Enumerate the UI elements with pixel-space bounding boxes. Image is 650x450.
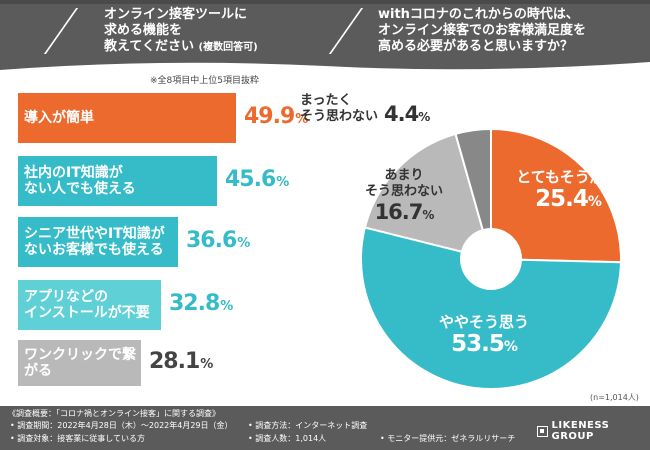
- pie-slice-name: とてもそう思う: [516, 168, 620, 186]
- header-wave: [0, 54, 650, 70]
- pie-slice-value-unit: %: [422, 208, 434, 222]
- pie-slice-name: ややそう思う: [438, 313, 529, 331]
- bar-category-label: 導入が簡単: [24, 110, 94, 126]
- pie-slice-name: まったく そう思わない: [300, 93, 379, 124]
- bar: 社内のIT知識が ない人でも使える: [18, 156, 217, 206]
- question-1-note: (複数回答可): [198, 42, 258, 53]
- pie-slice: [454, 127, 492, 232]
- footer-method: • 調査方法：インターネット調査: [248, 421, 368, 430]
- bar-value-label: 49.9%: [244, 104, 308, 129]
- question-2-line3: 高める必要があると思いますか？: [378, 39, 574, 54]
- bar-category-label: シニア世代やIT知識が ないお客様でも使える: [24, 226, 165, 258]
- bar: シニア世代やIT知識が ないお客様でも使える: [18, 217, 178, 267]
- bar: 導入が簡単: [18, 93, 236, 143]
- bar-value-number: 36.6: [186, 228, 237, 253]
- bar-value-label: 28.1%: [149, 349, 213, 374]
- footer: 《調査概要：「コロナ禍とオンライン接客」に関する調査》 • 調査期間：2022年…: [0, 406, 650, 450]
- pie-slice-value-unit: %: [418, 110, 430, 124]
- pie-slice-label: とてもそう思う 25.4%: [498, 168, 638, 212]
- bar-category-label: ワンクリックで繋がる: [24, 347, 136, 379]
- bar: ワンクリックで繋がる: [18, 340, 141, 386]
- bar-value-unit: %: [276, 175, 289, 190]
- pie-slice-name: あまり そう思わない: [364, 168, 443, 199]
- footer-period: • 調査期間：2022年4月28日（木）〜2022年4月29日（金）: [10, 421, 233, 430]
- question-1-line1: オンライン接客ツールに: [104, 7, 248, 22]
- footer-title: 《調査概要：「コロナ禍とオンライン接客」に関する調査》: [8, 409, 220, 418]
- pie-slice-value: 25.4%: [498, 186, 638, 212]
- pie-slice-label: ややそう思う 53.5%: [414, 313, 554, 357]
- question-1-line3-text: 教えてください: [104, 39, 194, 54]
- question-1: オンライン接客ツールに 求める機能を 教えてください (複数回答可): [104, 7, 258, 56]
- bar-category-label: 社内のIT知識が ない人でも使える: [24, 165, 136, 197]
- bar-value-label: 36.6%: [186, 228, 250, 253]
- bar-category-label: アプリなどの インストールが不要: [24, 289, 150, 321]
- header-strip: [0, 0, 650, 4]
- bar: アプリなどの インストールが不要: [18, 280, 161, 330]
- pie-slice-value-number: 4.4: [384, 102, 419, 126]
- pie-slice: [490, 127, 622, 264]
- company-logo: LIKENESS GROUP: [537, 420, 650, 442]
- bar-value-number: 49.9: [244, 104, 295, 129]
- footer-people: • 調査人数：1,014人: [248, 434, 327, 443]
- bar-value-number: 28.1: [149, 349, 200, 374]
- pie-slice: [360, 226, 622, 390]
- pie-slice: [363, 132, 485, 253]
- sample-size-note: (n=1,014人): [590, 393, 639, 402]
- logo-text: LIKENESS GROUP: [551, 420, 610, 442]
- pie-slice-value: 4.4%: [384, 102, 430, 126]
- pie-slice-value: 53.5%: [414, 331, 554, 357]
- footer-provider: • モニター提供元：ゼネラルリサーチ: [380, 434, 516, 443]
- pie-slice-value: 16.7%: [334, 200, 474, 224]
- bar-chart-note: ※全8項目中上位5項目抜粋: [150, 76, 259, 86]
- bar-value-unit: %: [200, 357, 213, 372]
- question-2-line2: オンライン接客でのお客様満足度を: [378, 23, 587, 38]
- bar-value-unit: %: [237, 236, 250, 251]
- bar-value-unit: %: [295, 112, 308, 127]
- pie-slice-label: まったく そう思わない 4.4%: [300, 92, 470, 126]
- question-2-line1: withコロナのこれからの時代は、: [378, 7, 579, 22]
- pie-slice-label: あまり そう思わない 16.7%: [334, 168, 474, 224]
- pie-slice-value-number: 53.5: [451, 331, 505, 357]
- pie-slice-value-unit: %: [503, 339, 518, 355]
- bar-value-number: 45.6: [225, 167, 276, 192]
- bar-value-number: 32.8: [169, 291, 220, 316]
- header-banner: オンライン接客ツールに 求める機能を 教えてください (複数回答可) withコ…: [0, 0, 650, 62]
- bar-value-label: 45.6%: [225, 167, 289, 192]
- pie-slice-value-number: 25.4: [535, 186, 589, 212]
- footer-target: • 調査対象：接客業に従事している方: [10, 434, 146, 443]
- question-1-line2: 求める機能を: [104, 23, 183, 38]
- pie-slice-value-unit: %: [587, 194, 602, 210]
- question-2: withコロナのこれからの時代は、 オンライン接客でのお客様満足度を 高める必要…: [378, 7, 586, 55]
- pie-slice-value-number: 16.7: [374, 200, 424, 224]
- bar-value-unit: %: [220, 299, 233, 314]
- bar-value-label: 32.8%: [169, 291, 233, 316]
- logo-mark-icon: [537, 425, 548, 437]
- question-1-line3: 教えてください (複数回答可): [104, 39, 258, 56]
